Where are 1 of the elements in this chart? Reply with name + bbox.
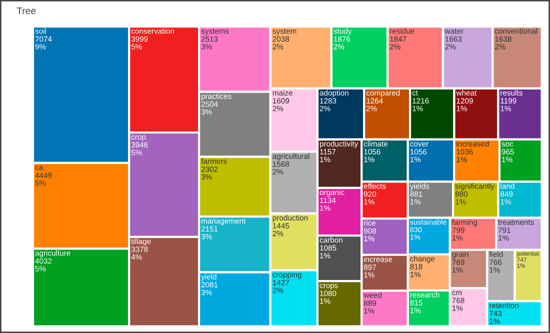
text: Tree [16,7,36,14]
